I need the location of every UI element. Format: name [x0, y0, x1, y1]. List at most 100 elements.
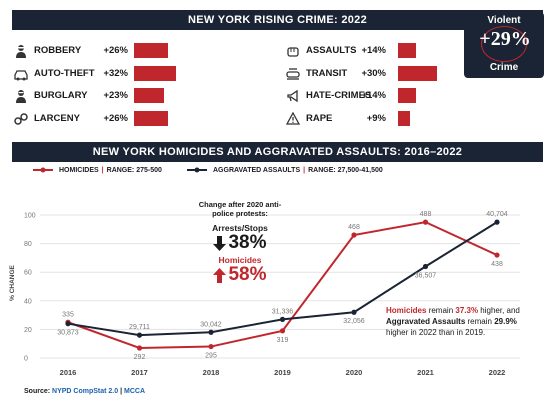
- note-assaults: Aggravated Assaults: [386, 317, 466, 326]
- y-tick-label: 100: [24, 213, 36, 220]
- arrests-label: Arrests/Stops: [212, 223, 268, 233]
- data-point: [494, 219, 500, 225]
- crime-name: BURGLARY: [34, 90, 88, 101]
- crime-pct: +14%: [361, 90, 386, 101]
- legend-assaults-range: RANGE: 27,500-41,500: [308, 166, 383, 174]
- data-point: [65, 321, 71, 327]
- data-label: 29,711: [129, 324, 150, 331]
- source-link-nypd[interactable]: NYPD CompStat 2.0: [52, 388, 119, 395]
- x-tick-label: 2018: [203, 368, 220, 377]
- crime-pct: +9%: [366, 113, 386, 124]
- annotation-title: Change after 2020 anti-police protests:: [198, 200, 282, 218]
- data-point: [494, 252, 500, 258]
- car-icon: [14, 70, 28, 81]
- chart-banner: NEW YORK HOMICIDES AND AGGRAVATED ASSAUL…: [12, 142, 543, 162]
- data-label: 30,042: [200, 321, 222, 328]
- crime-pct: +23%: [103, 90, 128, 101]
- y-tick-label: 20: [24, 327, 32, 334]
- crime-name: ROBBERY: [34, 45, 82, 56]
- legend-assaults-swatch: [187, 167, 207, 173]
- x-tick-label: 2016: [60, 368, 77, 377]
- summary-note: Homicides remain 37.3% higher, and Aggra…: [386, 305, 526, 338]
- data-point: [422, 219, 429, 225]
- x-tick-label: 2017: [131, 368, 148, 377]
- data-point: [136, 345, 143, 351]
- legend-assaults: AGGRAVATED ASSAULTS | RANGE: 27,500-41,5…: [186, 166, 383, 174]
- crime-row-hate-crimes: HATE-CRIMES +14%: [286, 87, 526, 105]
- crime-pct: +32%: [103, 68, 128, 79]
- homicides-label: Homicides: [218, 255, 262, 265]
- violent-label: Violent: [487, 15, 521, 26]
- x-tick-label: 2020: [346, 368, 363, 377]
- arrow-up-icon: [213, 267, 227, 283]
- source-link-mcca[interactable]: MCCA: [124, 388, 145, 395]
- data-point: [351, 232, 357, 238]
- data-point: [279, 328, 286, 334]
- violent-crime-box: Violent +29% Crime: [464, 12, 544, 78]
- top-banner: NEW YORK RISING CRIME: 2022: [12, 10, 543, 30]
- crime-bar: [398, 111, 410, 126]
- violent-value: +29%: [479, 28, 531, 50]
- violent-circle: [481, 26, 527, 62]
- y-axis-label: % CHANGE: [9, 264, 16, 300]
- crime-name: TRANSIT: [306, 68, 348, 79]
- note-text-3: remain: [465, 317, 495, 326]
- legend-separator: |: [101, 166, 104, 174]
- arrests-change: 38%: [192, 233, 288, 253]
- warning-icon: [286, 112, 300, 125]
- crime-row-larceny: LARCENY +26%: [14, 110, 254, 128]
- crime-label: Crime: [489, 62, 519, 73]
- legend-homicides-range: RANGE: 275-500: [106, 166, 162, 174]
- crime-row-assaults: ASSAULTS +14%: [286, 42, 526, 60]
- crime-bar: [134, 66, 176, 81]
- data-point: [136, 332, 143, 338]
- source-separator: |: [118, 388, 124, 395]
- legend-homicides-swatch: [33, 167, 53, 173]
- data-label: 31,336: [272, 308, 294, 315]
- arrests-value: 38%: [228, 232, 267, 253]
- note-homicides-pct: 37.3%: [455, 306, 479, 315]
- data-label: 292: [134, 354, 146, 361]
- data-point: [208, 329, 214, 335]
- data-point: [208, 343, 214, 350]
- data-label: 36,507: [415, 272, 437, 279]
- arrow-down-icon: [213, 235, 227, 251]
- crime-name: AUTO-THEFT: [34, 68, 95, 79]
- crime-row-burglary: BURGLARY +23%: [14, 87, 254, 105]
- data-label: 30,873: [57, 330, 79, 337]
- line-chart: 0 20 40 60 80 100 % CHANGE 2016 2017 2018 2019 2020…: [9, 211, 520, 377]
- data-label: 468: [348, 224, 360, 231]
- y-tick-label: 40: [24, 298, 32, 305]
- x-tick-label: 2019: [274, 368, 291, 377]
- y-tick-label: 80: [24, 241, 32, 248]
- data-label: 295: [205, 353, 217, 360]
- crime-name: ASSAULTS: [306, 45, 357, 56]
- crime-bar: [134, 111, 168, 126]
- megaphone-icon: [287, 89, 298, 103]
- page-title: NEW YORK RISING CRIME: 2022: [187, 14, 368, 26]
- data-point: [351, 309, 357, 315]
- crime-pct: +26%: [103, 45, 128, 56]
- note-assaults-pct: 29.9%: [494, 317, 517, 326]
- chart-title: NEW YORK HOMICIDES AND AGGRAVATED ASSAUL…: [92, 146, 463, 158]
- legend-homicides: HOMICIDES | RANGE: 275-500: [32, 166, 162, 174]
- burglar-icon: [16, 90, 26, 103]
- crime-name: LARCENY: [34, 113, 80, 124]
- y-tick-label: 0: [24, 356, 28, 363]
- x-tick-label: 2022: [489, 368, 506, 377]
- data-label: 488: [420, 211, 432, 218]
- source-label: Source:: [24, 388, 53, 395]
- legend-assaults-name: AGGRAVATED ASSAULTS: [213, 166, 301, 174]
- robber-icon: [16, 45, 26, 58]
- train-icon: [286, 68, 300, 80]
- data-point: [422, 263, 429, 270]
- homicides-value: 58%: [228, 264, 267, 285]
- crime-name: RAPE: [306, 113, 333, 124]
- x-tick-label: 2021: [417, 368, 434, 377]
- homicides-change: 58%: [192, 265, 288, 285]
- note-text-1: remain: [426, 306, 456, 315]
- legend-homicides-name: HOMICIDES: [59, 166, 99, 174]
- data-label: 40,704: [486, 211, 508, 218]
- data-label: 335: [62, 311, 74, 318]
- crime-bar: [398, 88, 417, 103]
